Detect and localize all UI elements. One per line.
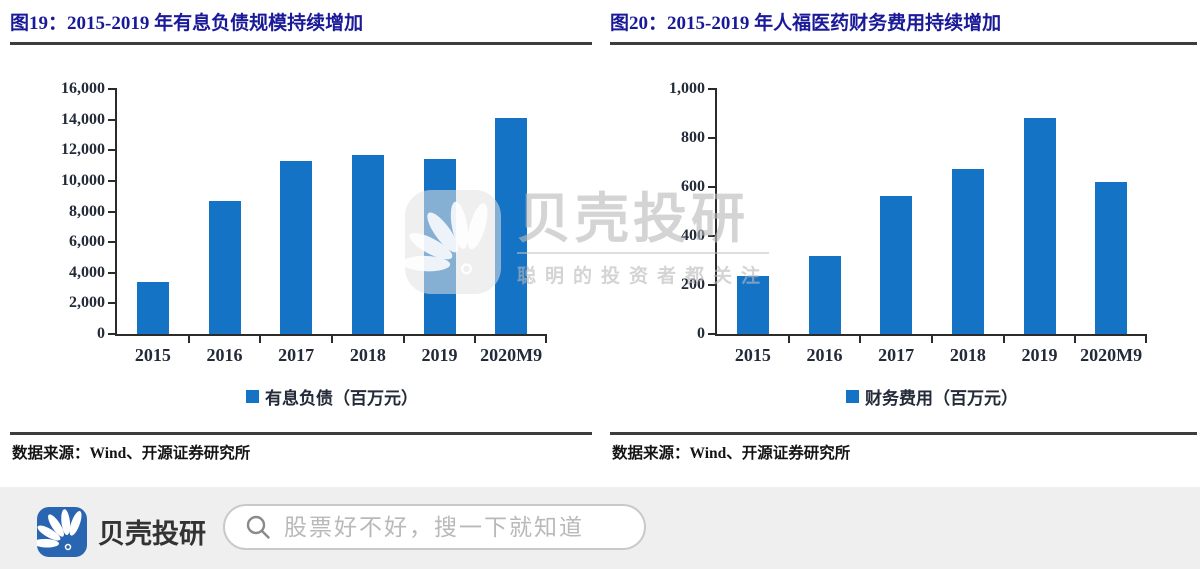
y-axis-tick — [708, 235, 717, 237]
y-axis-tick — [108, 179, 117, 182]
y-axis-tick — [708, 284, 717, 286]
y-axis-label: 600 — [681, 178, 705, 195]
y-axis-tick — [108, 149, 117, 152]
x-axis-tick — [1145, 336, 1147, 343]
search-icon — [246, 515, 270, 539]
legend-label: 财务费用（百万元） — [865, 389, 1018, 408]
x-axis-label: 2020M9 — [1080, 345, 1143, 365]
y-axis-tick — [108, 88, 117, 90]
x-axis-tick — [1074, 336, 1077, 343]
y-axis-label: 4,000 — [69, 263, 105, 281]
brand-shell-logo-icon[interactable] — [33, 507, 87, 557]
figure-20-title-rule — [610, 42, 1197, 45]
bar-2020M9 — [495, 118, 528, 334]
y-axis-tick — [108, 210, 117, 213]
x-axis-label: 2016 — [806, 345, 843, 365]
figure-19-source-rule — [10, 432, 592, 435]
y-axis-label: 16,000 — [61, 80, 105, 97]
y-axis-label: 0 — [697, 325, 705, 342]
y-axis-tick — [108, 118, 117, 121]
bar-2018 — [951, 168, 984, 334]
x-axis-label: 2016 — [206, 345, 243, 365]
x-axis-tick — [402, 336, 405, 343]
y-axis-label: 1,000 — [669, 80, 705, 97]
x-axis-label: 2015 — [134, 345, 171, 365]
y-axis-label: 8,000 — [69, 202, 105, 220]
x-axis-label: 2019 — [1021, 345, 1058, 365]
bar-2020M9 — [1095, 182, 1128, 334]
x-axis-label: 2019 — [421, 345, 458, 365]
x-axis-tick — [474, 336, 477, 343]
figure-20-title: 图20：2015-2019 年人福医药财务费用持续增加 — [610, 13, 1002, 34]
bar-2016 — [208, 200, 241, 334]
search-box[interactable] — [223, 504, 646, 550]
bar-2017 — [880, 195, 913, 334]
y-axis-label: 2,000 — [69, 294, 105, 312]
y-axis-tick — [108, 271, 117, 274]
y-axis-label: 400 — [681, 227, 705, 244]
bar-2019 — [423, 159, 456, 334]
bar-2016 — [808, 255, 841, 334]
y-axis-tick — [708, 137, 717, 139]
y-axis-label: 14,000 — [61, 110, 105, 128]
x-axis-tick — [259, 336, 262, 343]
bar-2015 — [736, 276, 769, 334]
x-axis-tick — [1002, 336, 1005, 343]
figure-19-title: 图19：2015-2019 年有息负债规模持续增加 — [10, 13, 364, 34]
x-axis-tick — [859, 336, 862, 343]
y-axis-label: 10,000 — [61, 171, 105, 189]
x-axis-tick — [545, 336, 547, 343]
x-axis-label: 2018 — [949, 345, 986, 365]
y-axis-tick — [708, 186, 717, 188]
y-axis-tick — [108, 241, 117, 244]
bar-2019 — [1023, 118, 1056, 334]
figure-20-source-rule — [610, 432, 1197, 435]
y-axis-label: 12,000 — [61, 141, 105, 159]
legend-label: 有息负债（百万元） — [265, 389, 418, 408]
figure-19-legend: 有息负债（百万元） — [246, 384, 418, 409]
y-axis-label: 200 — [681, 276, 705, 293]
x-axis-label: 2017 — [878, 345, 915, 365]
legend-swatch — [246, 390, 259, 403]
x-axis-label: 2017 — [278, 345, 315, 365]
figure-20-legend: 财务费用（百万元） — [846, 384, 1018, 409]
brand-name: 贝壳投研 — [98, 519, 206, 549]
figure-19-source: 数据来源：Wind、开源证券研究所 — [12, 445, 251, 462]
bar-2018 — [351, 154, 384, 334]
y-axis-label: 800 — [681, 129, 705, 146]
y-axis-tick — [108, 333, 117, 335]
x-axis-tick — [787, 336, 790, 343]
y-axis-label: 0 — [97, 325, 105, 342]
y-axis-tick — [708, 333, 717, 335]
figure-19-title-rule — [10, 42, 592, 45]
x-axis-label: 2018 — [349, 345, 386, 365]
y-axis-tick — [108, 302, 117, 305]
legend-swatch — [846, 390, 859, 403]
x-axis-label: 2015 — [734, 345, 771, 365]
figure-20-source: 数据来源：Wind、开源证券研究所 — [612, 445, 851, 462]
figure-19-panel: 图19：2015-2019 年有息负债规模持续增加 有息负债（百万元） 0 2,0… — [10, 8, 592, 478]
y-axis-label: 6,000 — [69, 233, 105, 251]
x-axis-tick — [931, 336, 933, 343]
search-input[interactable] — [284, 513, 624, 541]
x-axis-label: 2020M9 — [480, 345, 543, 365]
bar-2015 — [136, 281, 169, 334]
figure-20-panel: 图20：2015-2019 年人福医药财务费用持续增加 财务费用（百万元） 0 2… — [610, 8, 1197, 478]
x-axis-tick — [187, 336, 190, 343]
y-axis-tick — [708, 88, 717, 90]
figure-20-bar-chart: 财务费用（百万元） 0 200 400 600 800 1,000 2015 2016 2017… — [669, 80, 1147, 408]
x-axis-tick — [331, 336, 333, 343]
footer-bar: 贝壳投研 — [0, 487, 1200, 569]
figure-19-bar-chart: 有息负债（百万元） 0 2,000 4,000 6,000 8,000 10,000 12,… — [61, 80, 547, 408]
bar-2017 — [280, 160, 313, 334]
